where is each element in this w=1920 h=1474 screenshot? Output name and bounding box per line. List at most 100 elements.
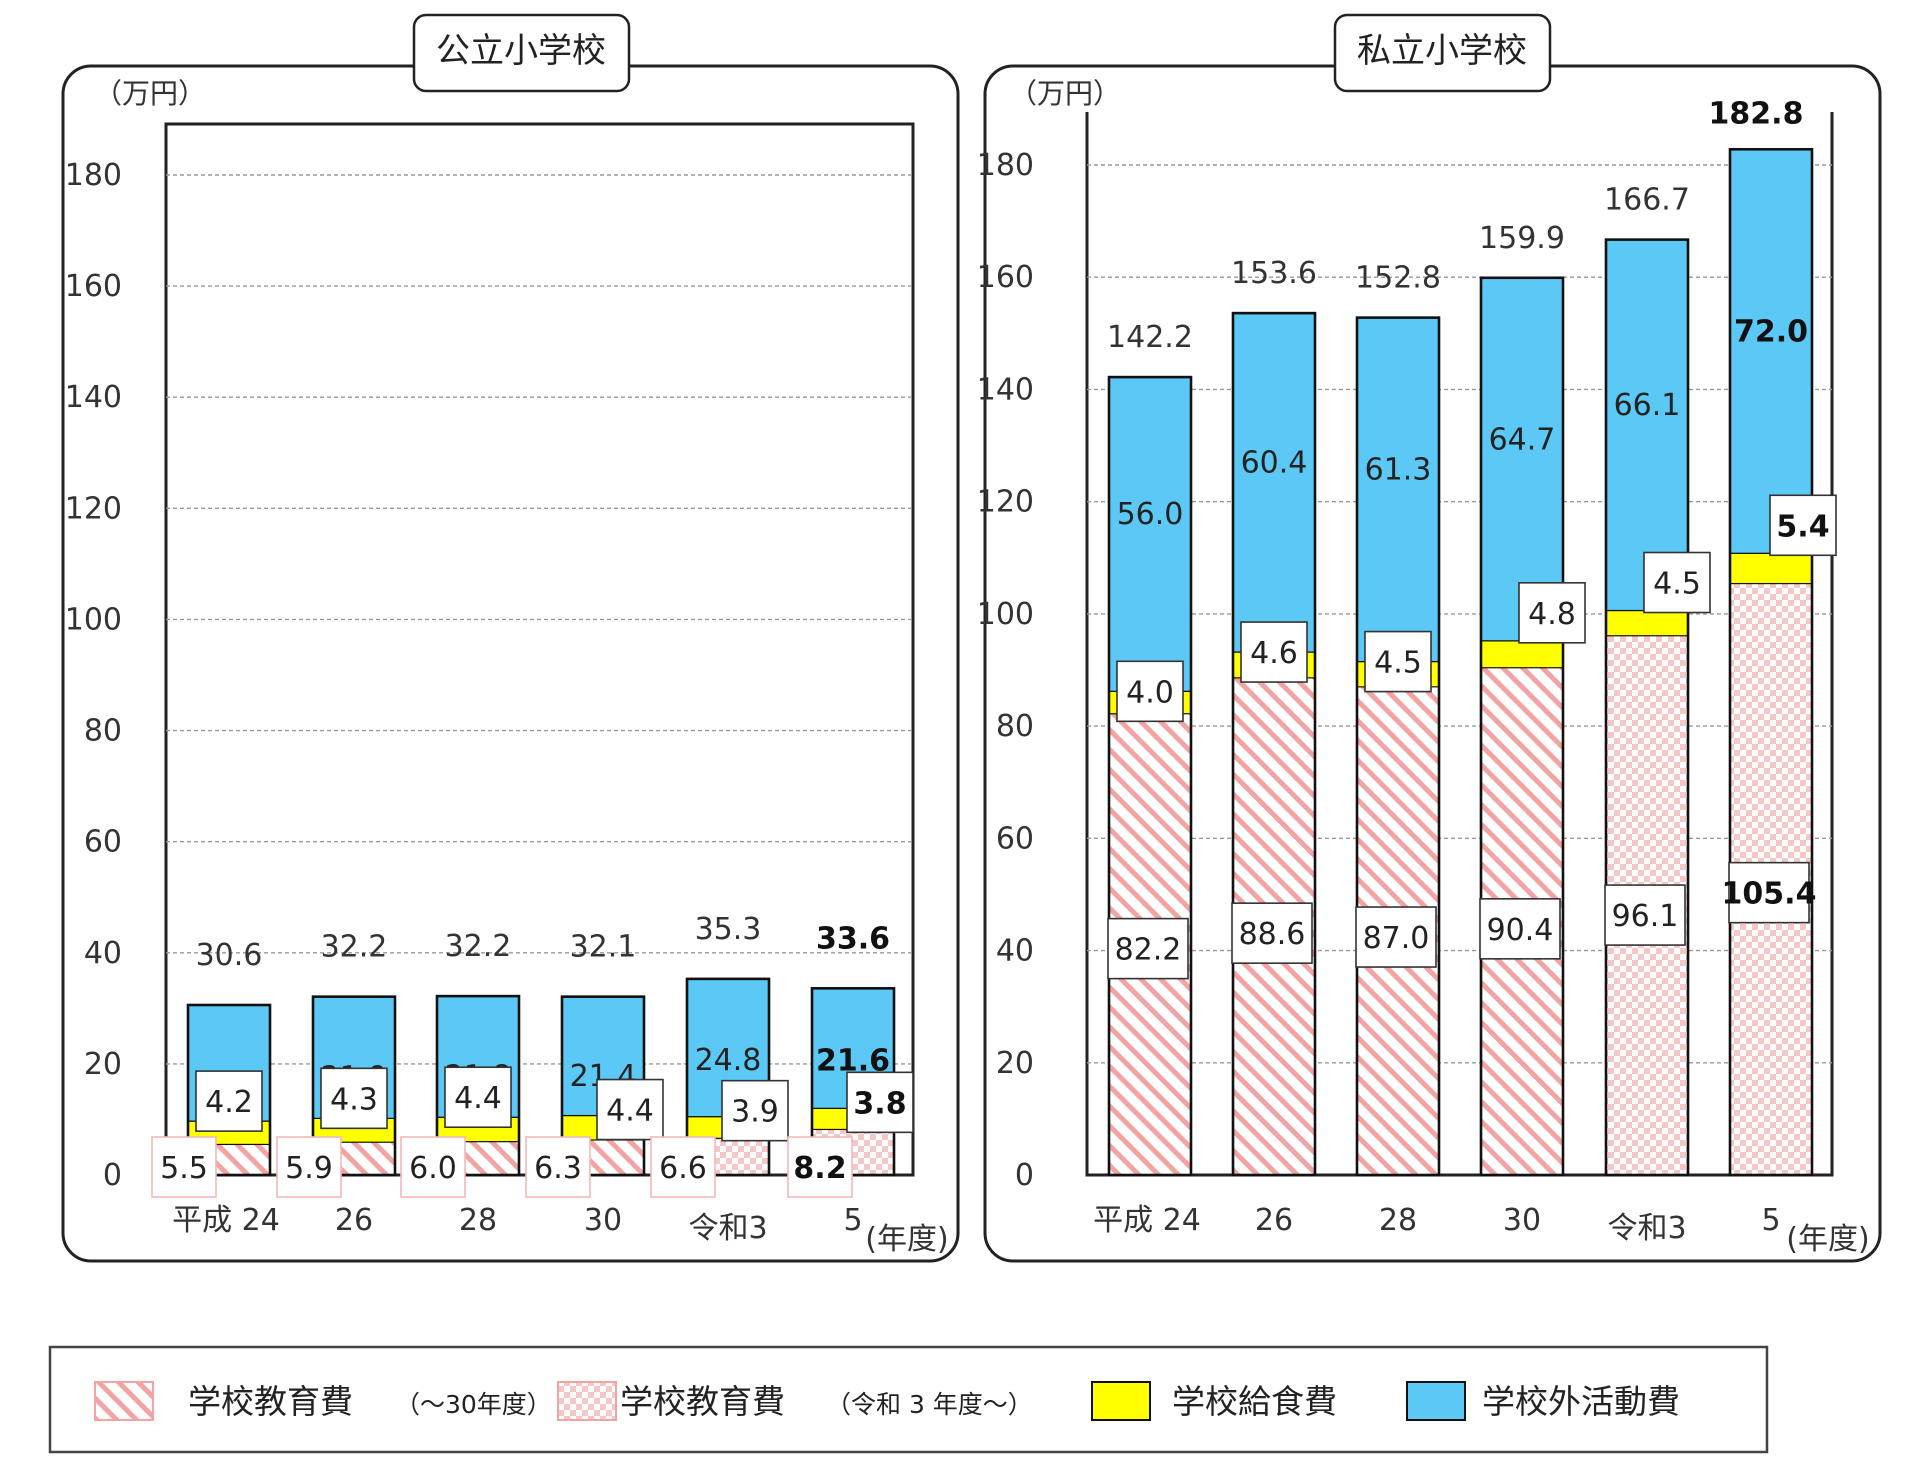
legend-label-outside: 学校外活動費 — [1482, 1382, 1680, 1421]
label-education-box — [1355, 906, 1437, 968]
bar-outline — [1479, 276, 1565, 1177]
label-total: 153.6 — [1231, 256, 1317, 291]
label-school-lunch-box — [1769, 494, 1837, 557]
label-education: 8.2 — [793, 1151, 846, 1186]
label-school-lunch-box — [1240, 621, 1308, 683]
label-education: 88.6 — [1239, 917, 1306, 952]
panel-public-title-box — [412, 13, 631, 93]
panel-private-y-ticks: 0 20 40 60 80 100 120 140 160 180 — [977, 148, 1034, 1193]
x-tick-label: 平成 24 — [172, 1203, 280, 1238]
panel-private-title: 私立小学校 — [1357, 31, 1527, 71]
legend-label-food: 学校給食費 — [1172, 1382, 1337, 1421]
label-outside-activities: 56.0 — [1117, 497, 1184, 532]
label-education: 6.3 — [534, 1151, 582, 1186]
label-education: 6.6 — [659, 1151, 707, 1186]
label-education: 82.2 — [1115, 933, 1182, 968]
label-total: 32.2 — [445, 929, 512, 964]
panel-private: 私立小学校 （万円） 0 20 40 60 80 100 120 140 160 180 56.0… — [977, 13, 1882, 1263]
label-education: 5.5 — [160, 1151, 208, 1186]
bar-outline — [1107, 375, 1193, 1177]
legend-note-hatch: （～30年度） — [395, 1390, 552, 1419]
bar-outline — [435, 994, 521, 1177]
label-education-box — [1479, 898, 1561, 960]
panel-private-plot-frame — [1085, 112, 1834, 1177]
label-school-lunch-box — [721, 1079, 789, 1142]
label-education-box — [1604, 884, 1686, 946]
legend-note-check: （令和 3 年度～） — [826, 1390, 1033, 1419]
bar-segment-outside-activities — [1729, 148, 1813, 554]
label-education-box — [1728, 861, 1810, 924]
label-school-lunch: 3.9 — [731, 1095, 779, 1130]
label-total: 30.6 — [196, 938, 263, 973]
y-tick-label: 60 — [996, 821, 1034, 856]
y-tick-label: 20 — [996, 1046, 1034, 1081]
y-tick-label: 0 — [103, 1158, 122, 1193]
panel-public-grid — [166, 174, 913, 1065]
bar-segment-outside-activities — [1108, 376, 1192, 692]
label-school-lunch-box — [1364, 630, 1432, 693]
label-education: 105.4 — [1722, 877, 1817, 912]
x-tick-label: 26 — [335, 1203, 373, 1238]
x-tick-label: 5 — [843, 1203, 862, 1238]
label-education-box — [787, 1136, 853, 1198]
panel-private-categories: 平成 24 26 28 30 令和3 5 — [1093, 1203, 1780, 1246]
label-school-lunch-box — [596, 1078, 664, 1141]
y-tick-label: 140 — [65, 380, 122, 415]
panel-public-categories: 平成 24 26 28 30 令和3 5 — [172, 1203, 862, 1246]
panel-private-bars: 56.0 4.0 82.2 142.2 60.4 4.6 88.6 153.6 61.3 4.5 8… — [1107, 96, 1837, 1177]
y-tick-label: 0 — [1015, 1158, 1034, 1193]
panel-private-unit: （万円） — [1009, 77, 1121, 110]
x-tick-label: 5 — [1761, 1203, 1780, 1238]
legend-label-check: 学校教育費 — [620, 1382, 785, 1421]
y-tick-label: 20 — [84, 1047, 122, 1082]
label-school-lunch-box — [1116, 660, 1184, 723]
x-tick-label: 26 — [1255, 1203, 1293, 1238]
y-tick-label: 120 — [65, 491, 122, 526]
label-school-lunch: 4.4 — [454, 1081, 502, 1116]
label-school-lunch: 4.8 — [1528, 597, 1576, 632]
label-total: 35.3 — [695, 912, 762, 947]
label-school-lunch-box — [1643, 551, 1711, 614]
bar-segment-school-lunch — [1729, 552, 1813, 585]
panel-private-grid — [1087, 164, 1832, 1064]
label-education-box — [1107, 917, 1189, 980]
y-tick-label: 40 — [996, 934, 1034, 969]
y-tick-label: 80 — [84, 714, 122, 749]
label-outside-activities: 60.4 — [1241, 446, 1308, 481]
label-total: 142.2 — [1107, 320, 1193, 355]
label-outside-activities: 64.7 — [1489, 422, 1556, 457]
label-education-box — [151, 1136, 217, 1198]
bar-segment-outside-activities — [1356, 317, 1440, 663]
bar-outline — [1355, 316, 1441, 1177]
bar-outline — [1231, 311, 1317, 1177]
x-tick-label: 28 — [459, 1203, 497, 1238]
panel-public-title: 公立小学校 — [436, 31, 606, 71]
bar-outline — [1728, 147, 1814, 1177]
x-tick-label: 30 — [1503, 1203, 1541, 1238]
label-school-lunch: 4.5 — [1374, 646, 1422, 681]
label-outside-activities: 61.3 — [1365, 453, 1432, 488]
bar-outline — [186, 1003, 272, 1177]
label-total: 166.7 — [1604, 183, 1690, 218]
x-tick-label: 28 — [1379, 1203, 1417, 1238]
label-education-box — [525, 1136, 591, 1198]
label-outside-activities: 24.8 — [695, 1043, 762, 1078]
panel-public-y-ticks: 0 20 40 60 80 100 120 140 160 180 — [65, 158, 122, 1193]
y-tick-label: 40 — [84, 936, 122, 971]
bar-segment-outside-activities — [1605, 239, 1689, 612]
y-tick-label: 80 — [996, 709, 1034, 744]
y-tick-label: 160 — [65, 269, 122, 304]
label-total: 182.8 — [1709, 96, 1804, 131]
label-outside-activities: 72.0 — [1734, 314, 1808, 349]
x-tick-label: 30 — [584, 1203, 622, 1238]
label-school-lunch: 4.5 — [1653, 567, 1701, 602]
y-tick-label: 100 — [977, 597, 1034, 632]
x-tick-label: 平成 24 — [1093, 1203, 1201, 1238]
label-school-lunch: 4.6 — [1250, 636, 1298, 671]
label-school-lunch: 4.0 — [1126, 675, 1174, 710]
y-tick-label: 60 — [84, 825, 122, 860]
label-education-box — [650, 1136, 716, 1198]
label-school-lunch: 3.8 — [853, 1086, 906, 1121]
